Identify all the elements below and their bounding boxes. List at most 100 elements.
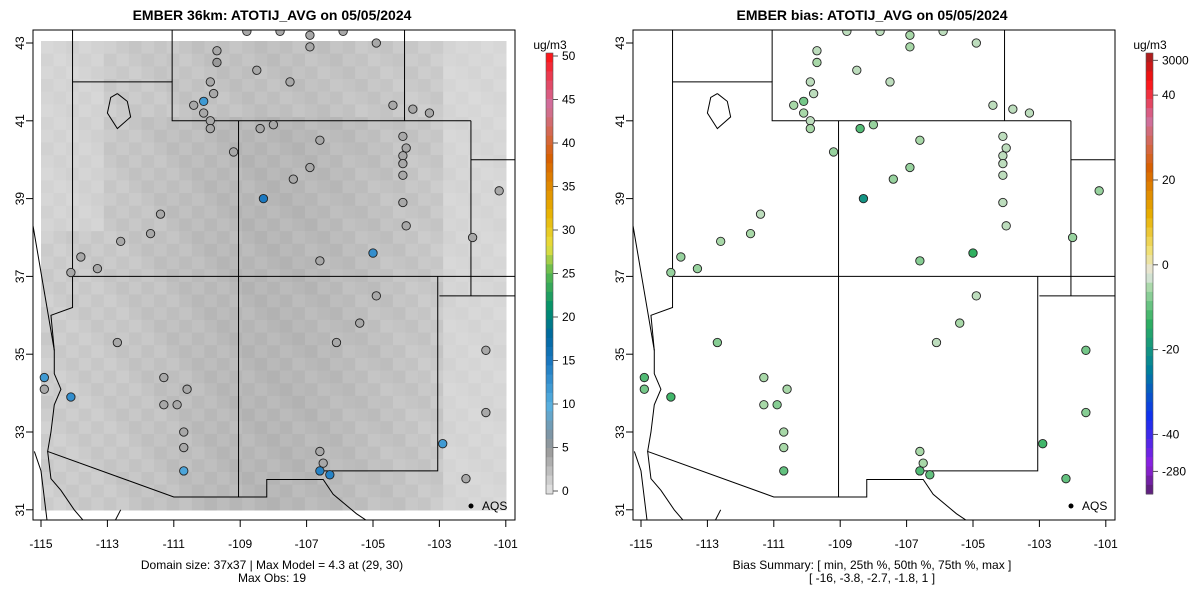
model-grid-cell <box>355 243 369 257</box>
model-grid-cell <box>405 129 419 143</box>
model-grid-cell <box>229 256 243 270</box>
model-grid-cell <box>267 345 281 359</box>
colorbar-swatch <box>546 53 553 63</box>
colorbar-swatch <box>546 301 553 311</box>
aqs-station-marker <box>812 57 822 68</box>
model-grid-cell <box>267 142 281 156</box>
model-grid-cell <box>204 193 218 207</box>
model-grid-cell <box>53 256 67 270</box>
model-grid-cell <box>330 408 344 422</box>
model-grid-cell <box>267 79 281 93</box>
model-grid-cell <box>91 66 105 80</box>
colorbar-unit: ug/m3 <box>533 38 567 52</box>
model-grid-cell <box>292 281 306 296</box>
model-grid-cell <box>53 357 67 372</box>
model-grid-cell <box>91 357 105 372</box>
model-grid-cell <box>405 383 419 397</box>
model-grid-cell <box>367 357 381 372</box>
aqs-station-marker <box>159 372 169 383</box>
model-grid-cell <box>128 218 143 232</box>
model-grid-cell <box>430 243 444 257</box>
model-grid-cell <box>480 294 494 308</box>
aqs-station-marker <box>875 30 885 36</box>
model-grid-cell <box>179 332 193 346</box>
model-grid-cell <box>430 497 444 511</box>
model-grid-cell <box>317 345 331 359</box>
model-grid-cell <box>330 231 344 245</box>
model-grid-cell <box>380 332 394 346</box>
model-grid-cell <box>380 231 394 245</box>
model-grid-cell <box>380 471 394 486</box>
model-grid-cell <box>204 142 218 156</box>
model-grid-cell <box>304 408 318 422</box>
model-grid-cell <box>380 66 394 80</box>
model-grid-cell <box>455 142 469 156</box>
model-grid-cell <box>91 332 105 346</box>
model-grid-cell <box>204 383 218 397</box>
model-grid-cell <box>480 66 494 80</box>
aqs-station-marker <box>918 458 928 468</box>
model-grid-cell <box>179 484 193 498</box>
model-grid-cell <box>443 446 457 460</box>
model-grid-cell <box>380 294 394 308</box>
state-border <box>633 451 648 520</box>
model-grid-cell <box>166 66 180 80</box>
model-grid-cell <box>216 332 231 346</box>
model-grid-cell <box>116 193 130 207</box>
model-grid-cell <box>216 66 231 80</box>
model-grid-cell <box>128 345 143 359</box>
model-grid-cell <box>279 91 293 105</box>
aqs-station-marker <box>494 186 504 196</box>
model-grid-cell <box>279 357 293 372</box>
model-grid-cell <box>216 345 231 359</box>
colorbar-swatch <box>546 448 553 458</box>
model-grid-cell <box>267 205 281 219</box>
model-grid-cell <box>53 104 67 118</box>
model-grid-cell <box>242 41 256 55</box>
model-grid-cell <box>418 231 432 245</box>
model-grid-cell <box>78 41 92 55</box>
model-grid-cell <box>191 218 205 232</box>
model-grid-cell <box>317 53 331 67</box>
model-grid-cell <box>204 497 218 511</box>
model-grid-cell <box>166 205 180 219</box>
model-grid-cell <box>292 79 306 93</box>
y-tick-label: 35 <box>613 347 627 361</box>
x-tick-label: -105 <box>961 537 985 551</box>
model-grid-cell <box>455 269 469 283</box>
model-grid-cell <box>405 243 419 257</box>
model-grid-cell <box>292 91 306 105</box>
model-grid-cell <box>304 180 318 194</box>
model-grid-cell <box>317 180 331 194</box>
colorbar-swatch <box>546 383 553 394</box>
model-grid-cell <box>229 383 243 397</box>
model-grid-cell <box>141 294 155 308</box>
colorbar-swatch <box>1146 227 1153 238</box>
model-grid-cell <box>128 319 143 334</box>
colorbar-swatch <box>1146 218 1153 229</box>
model-grid-cell <box>53 142 67 156</box>
model-grid-cell <box>116 79 130 93</box>
model-grid-cell <box>430 345 444 359</box>
model-grid-cell <box>418 497 432 511</box>
model-grid-cell <box>53 205 67 219</box>
model-grid-cell <box>279 231 293 245</box>
model-grid-cell <box>342 281 356 296</box>
colorbar-tick-label: 25 <box>562 267 576 281</box>
model-grid-cell <box>91 408 105 422</box>
model-grid-cell <box>304 243 318 257</box>
model-grid-cell <box>480 129 494 143</box>
model-grid-cell <box>330 117 344 131</box>
model-grid-cell <box>279 155 293 169</box>
model-grid-cell <box>430 269 444 283</box>
model-grid-cell <box>179 281 193 296</box>
model-grid-cell <box>304 281 318 296</box>
y-tick-label: 41 <box>613 114 627 128</box>
colorbar-tick-label: 5 <box>562 441 569 455</box>
model-grid-cell <box>66 319 80 334</box>
model-grid-cell <box>242 269 256 283</box>
model-grid-cell <box>242 421 256 435</box>
model-grid-cell <box>128 433 143 448</box>
model-grid-cell <box>91 41 105 55</box>
model-grid-cell <box>367 66 381 80</box>
